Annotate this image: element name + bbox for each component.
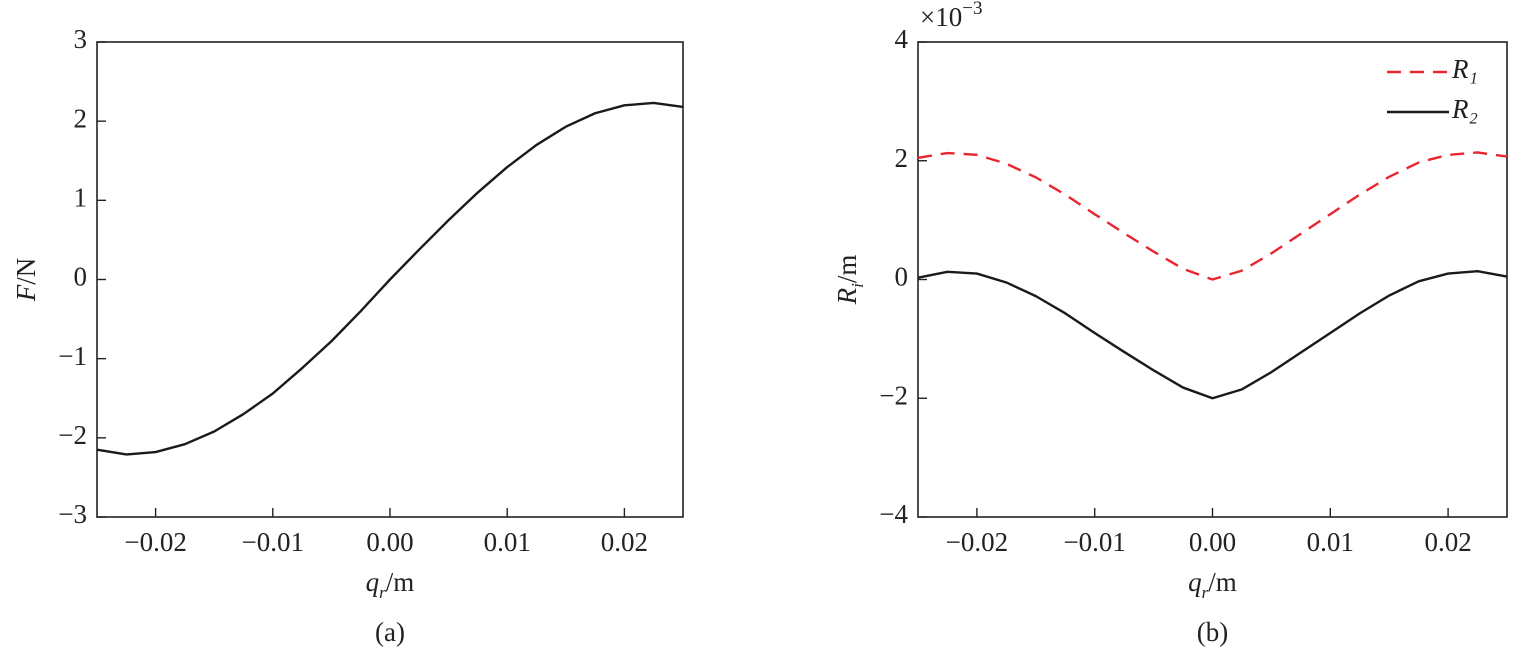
y-tick-label: 3	[74, 24, 88, 54]
label-symbol: q	[1188, 567, 1202, 597]
label-subscript: i	[848, 283, 867, 288]
caption: (a)	[375, 617, 405, 647]
legend-label: R₂	[1451, 94, 1478, 124]
label-symbol: R	[832, 287, 862, 305]
label-unit: /N	[11, 258, 41, 285]
label-subscript: r	[379, 583, 386, 602]
label-symbol: q	[366, 567, 380, 597]
label-symbol: F	[11, 284, 41, 302]
x-tick-label: 0.00	[366, 527, 413, 557]
y-tick-label: −1	[58, 341, 87, 371]
x-tick-label: 0.01	[1307, 527, 1354, 557]
x-tick-label: 0.02	[1424, 527, 1471, 557]
x-tick-label: 0.00	[1189, 527, 1236, 557]
multiplier-exponent: −3	[962, 0, 982, 19]
data-line	[96, 101, 684, 456]
y-tick-label: −2	[879, 380, 908, 410]
y-tick-label: −4	[879, 499, 908, 529]
data-line	[917, 151, 1508, 281]
label-unit: /m	[1208, 567, 1237, 597]
y-tick-label: 1	[74, 183, 88, 213]
x-tick-label: 0.02	[601, 527, 648, 557]
y-axis-label: F/N	[11, 258, 41, 303]
legend-label: R₁	[1451, 54, 1478, 84]
x-axis-label: qr/m	[366, 567, 415, 602]
y-tick-label: −3	[58, 499, 87, 529]
y-multiplier: ×10−3	[920, 0, 982, 32]
x-tick-label: −0.01	[242, 527, 304, 557]
multiplier-base: ×10	[920, 2, 962, 32]
x-tick-label: −0.02	[946, 527, 1008, 557]
label-unit: /m	[832, 255, 862, 284]
y-tick-label: 0	[74, 262, 88, 292]
x-tick-label: 0.01	[484, 527, 531, 557]
caption: (b)	[1197, 617, 1228, 647]
x-tick-label: −0.02	[124, 527, 186, 557]
label-unit: /m	[386, 567, 415, 597]
y-axis-label: Ri/m	[832, 255, 867, 306]
y-tick-label: 4	[895, 24, 909, 54]
y-tick-label: 2	[895, 143, 909, 173]
x-axis-label: qr/m	[1188, 567, 1237, 602]
label-subscript: r	[1202, 583, 1209, 602]
y-tick-label: −2	[58, 420, 87, 450]
y-tick-label: 2	[74, 103, 88, 133]
y-tick-label: 0	[895, 262, 909, 292]
data-line	[917, 269, 1508, 400]
x-tick-label: −0.01	[1063, 527, 1125, 557]
